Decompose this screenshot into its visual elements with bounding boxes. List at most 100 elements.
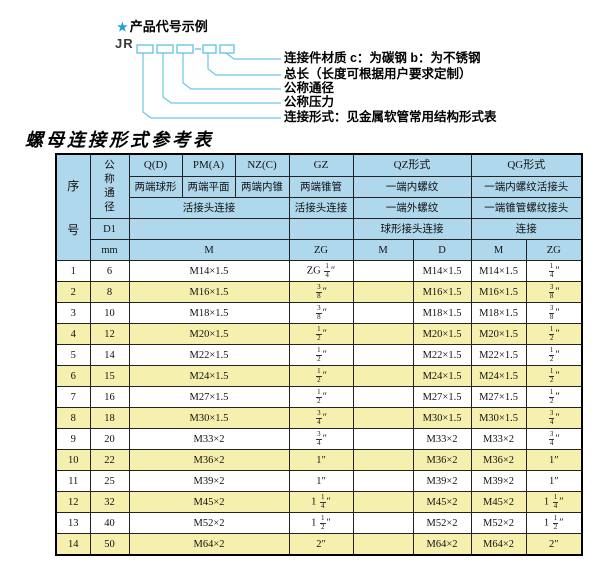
star-icon: ★ [117, 20, 128, 34]
cell-qg-zg: 3 4 ″ [525, 428, 583, 450]
table-row: 9 20 M33×2 3 4 ″ M33×2 M33×2 3 4 ″ [55, 428, 583, 450]
desc-qz-1: 一端内螺纹 [352, 176, 472, 198]
cell-qz-m [352, 449, 414, 471]
cell-thread-zg: 1″ [288, 449, 354, 471]
table-row: 14 50 M64×2 2″ M64×2 M64×2 2″ [55, 533, 583, 556]
cell-thread-m: M22×1.5 [128, 344, 290, 366]
table-row: 5 14 M22×1.5 1 2 ″ M22×1.5 M22×1.5 1 2 ″ [55, 344, 583, 366]
connector-line-form [142, 53, 281, 119]
cell-thread-m: M33×2 [128, 428, 290, 450]
unit-m-qz: M [352, 239, 414, 261]
cell-qg-zg: 1 4 ″ [525, 260, 583, 282]
cell-seq: 14 [55, 533, 91, 556]
connector-line-length [207, 53, 281, 76]
code-prefix: JR [115, 36, 134, 51]
table-row: 1 6 M14×1.5 ZG 1 4 ″ M14×1.5 M14×1.5 1 4 ″ [55, 260, 583, 282]
cell-mm: 25 [89, 470, 130, 492]
cell-thread-zg: 1 2 ″ [288, 344, 354, 366]
cell-qg-zg: 1 1 2 ″ [525, 512, 583, 534]
empty-cell [128, 218, 290, 240]
cell-seq: 6 [55, 365, 91, 387]
cell-qz-d: M45×2 [412, 491, 472, 513]
col-header-nz: NZ(C) [234, 153, 290, 177]
cell-mm: 40 [89, 512, 130, 534]
cell-mm: 32 [89, 491, 130, 513]
conn-qg: 连接 [470, 218, 583, 240]
unit-zg-qg: ZG [525, 239, 583, 261]
cell-mm: 16 [89, 386, 130, 408]
cell-qz-m [352, 470, 414, 492]
cell-qz-d: M22×1.5 [412, 344, 472, 366]
code-box-4 [202, 44, 217, 54]
cell-mm: 15 [89, 365, 130, 387]
header-row-end-types: 两端球形 两端平面 两端内锥 两端锥管 一端内螺纹 一端内螺纹活接头 [56, 176, 583, 198]
col-header-pm: PM(A) [181, 153, 236, 177]
unit-d-qz: D [412, 239, 472, 261]
cell-qg-m: M24×1.5 [470, 365, 527, 387]
cell-qz-m [352, 512, 414, 534]
desc-nz: 两端内锥 [234, 176, 290, 198]
cell-mm: 6 [89, 260, 130, 282]
cell-qz-d: M14×1.5 [412, 260, 472, 282]
cell-thread-zg: ZG 1 4 ″ [288, 260, 354, 282]
cell-thread-m: M39×2 [128, 470, 290, 492]
connector-line-diameter [182, 53, 281, 90]
cell-seq: 1 [55, 260, 91, 282]
cell-thread-m: M24×1.5 [128, 365, 290, 387]
desc-pm: 两端平面 [181, 176, 236, 198]
table-row: 10 22 M36×2 1″ M36×2 M36×2 1″ [55, 449, 583, 471]
empty-cell [288, 218, 354, 240]
cell-qz-d: M18×1.5 [412, 302, 472, 324]
cell-mm: 12 [89, 323, 130, 345]
cell-thread-zg: 1 1 2 ″ [288, 512, 354, 534]
code-box-5 [219, 44, 235, 54]
unit-mm: mm [89, 239, 130, 261]
conn-qz: 球形接头连接 [352, 218, 472, 240]
cell-qz-d: M39×2 [412, 470, 472, 492]
cell-thread-m: M30×1.5 [128, 407, 290, 429]
cell-thread-zg: 3 8 ″ [288, 302, 354, 324]
product-code-diagram [136, 44, 281, 119]
diagram-title: ★ 产品代号示例 [117, 16, 208, 35]
cell-qg-zg: 1 2 ″ [525, 365, 583, 387]
table-row: 12 32 M45×2 1 1 4 ″ M45×2 M45×2 1 1 4 ″ [55, 491, 583, 513]
cell-thread-m: M64×2 [128, 533, 290, 556]
cell-thread-m: M52×2 [128, 512, 290, 534]
cell-mm: 8 [89, 281, 130, 303]
cell-qz-m [352, 365, 414, 387]
cell-qg-m: M14×1.5 [470, 260, 527, 282]
cell-thread-zg: 3 4 ″ [288, 428, 354, 450]
cell-thread-m: M45×2 [128, 491, 290, 513]
cell-mm: 14 [89, 344, 130, 366]
cell-seq: 8 [55, 407, 91, 429]
table-row: 3 10 M18×1.5 3 8 ″ M18×1.5 M18×1.5 3 8 ″ [55, 302, 583, 324]
diagram-title-text: 产品代号示例 [129, 19, 208, 34]
label-total-length: 总长（长度可根据用户要求定制） [284, 67, 472, 81]
cell-qg-zg: 3 8 ″ [525, 281, 583, 303]
col-header-qz: QZ形式 [352, 153, 472, 177]
cell-thread-zg: 1 1 4 ″ [288, 491, 354, 513]
cell-qg-zg: 1″ [525, 470, 583, 492]
cell-qg-m: M27×1.5 [470, 386, 527, 408]
cell-mm: 20 [89, 428, 130, 450]
cell-thread-zg: 1 2 ″ [288, 386, 354, 408]
cell-thread-zg: 3 8 ″ [288, 281, 354, 303]
cell-qg-m: M45×2 [470, 491, 527, 513]
cell-qg-zg: 2″ [525, 533, 583, 556]
header-row-connection: 活接头连接 活接头连接 一端外螺纹 一端锥管螺纹接头 [56, 197, 583, 219]
col-header-seq: 序号 [55, 153, 91, 261]
cell-qg-m: M36×2 [470, 449, 527, 471]
cell-seq: 2 [55, 281, 91, 303]
cell-seq: 5 [55, 344, 91, 366]
cell-seq: 4 [55, 323, 91, 345]
conn-q-pm-nz: 活接头连接 [128, 197, 290, 219]
desc-qg-2: 一端锥管螺纹接头 [470, 197, 583, 219]
col-header-d1: D1 [89, 218, 130, 240]
cell-qz-m [352, 428, 414, 450]
label-connector-material: 连接件材质 c：为碳钢 b：为不锈钢 [284, 51, 481, 65]
cell-thread-m: M14×1.5 [128, 260, 290, 282]
connector-line-pressure [162, 53, 281, 104]
cell-thread-m: M16×1.5 [128, 281, 290, 303]
cell-thread-zg: 3 4 ″ [288, 407, 354, 429]
